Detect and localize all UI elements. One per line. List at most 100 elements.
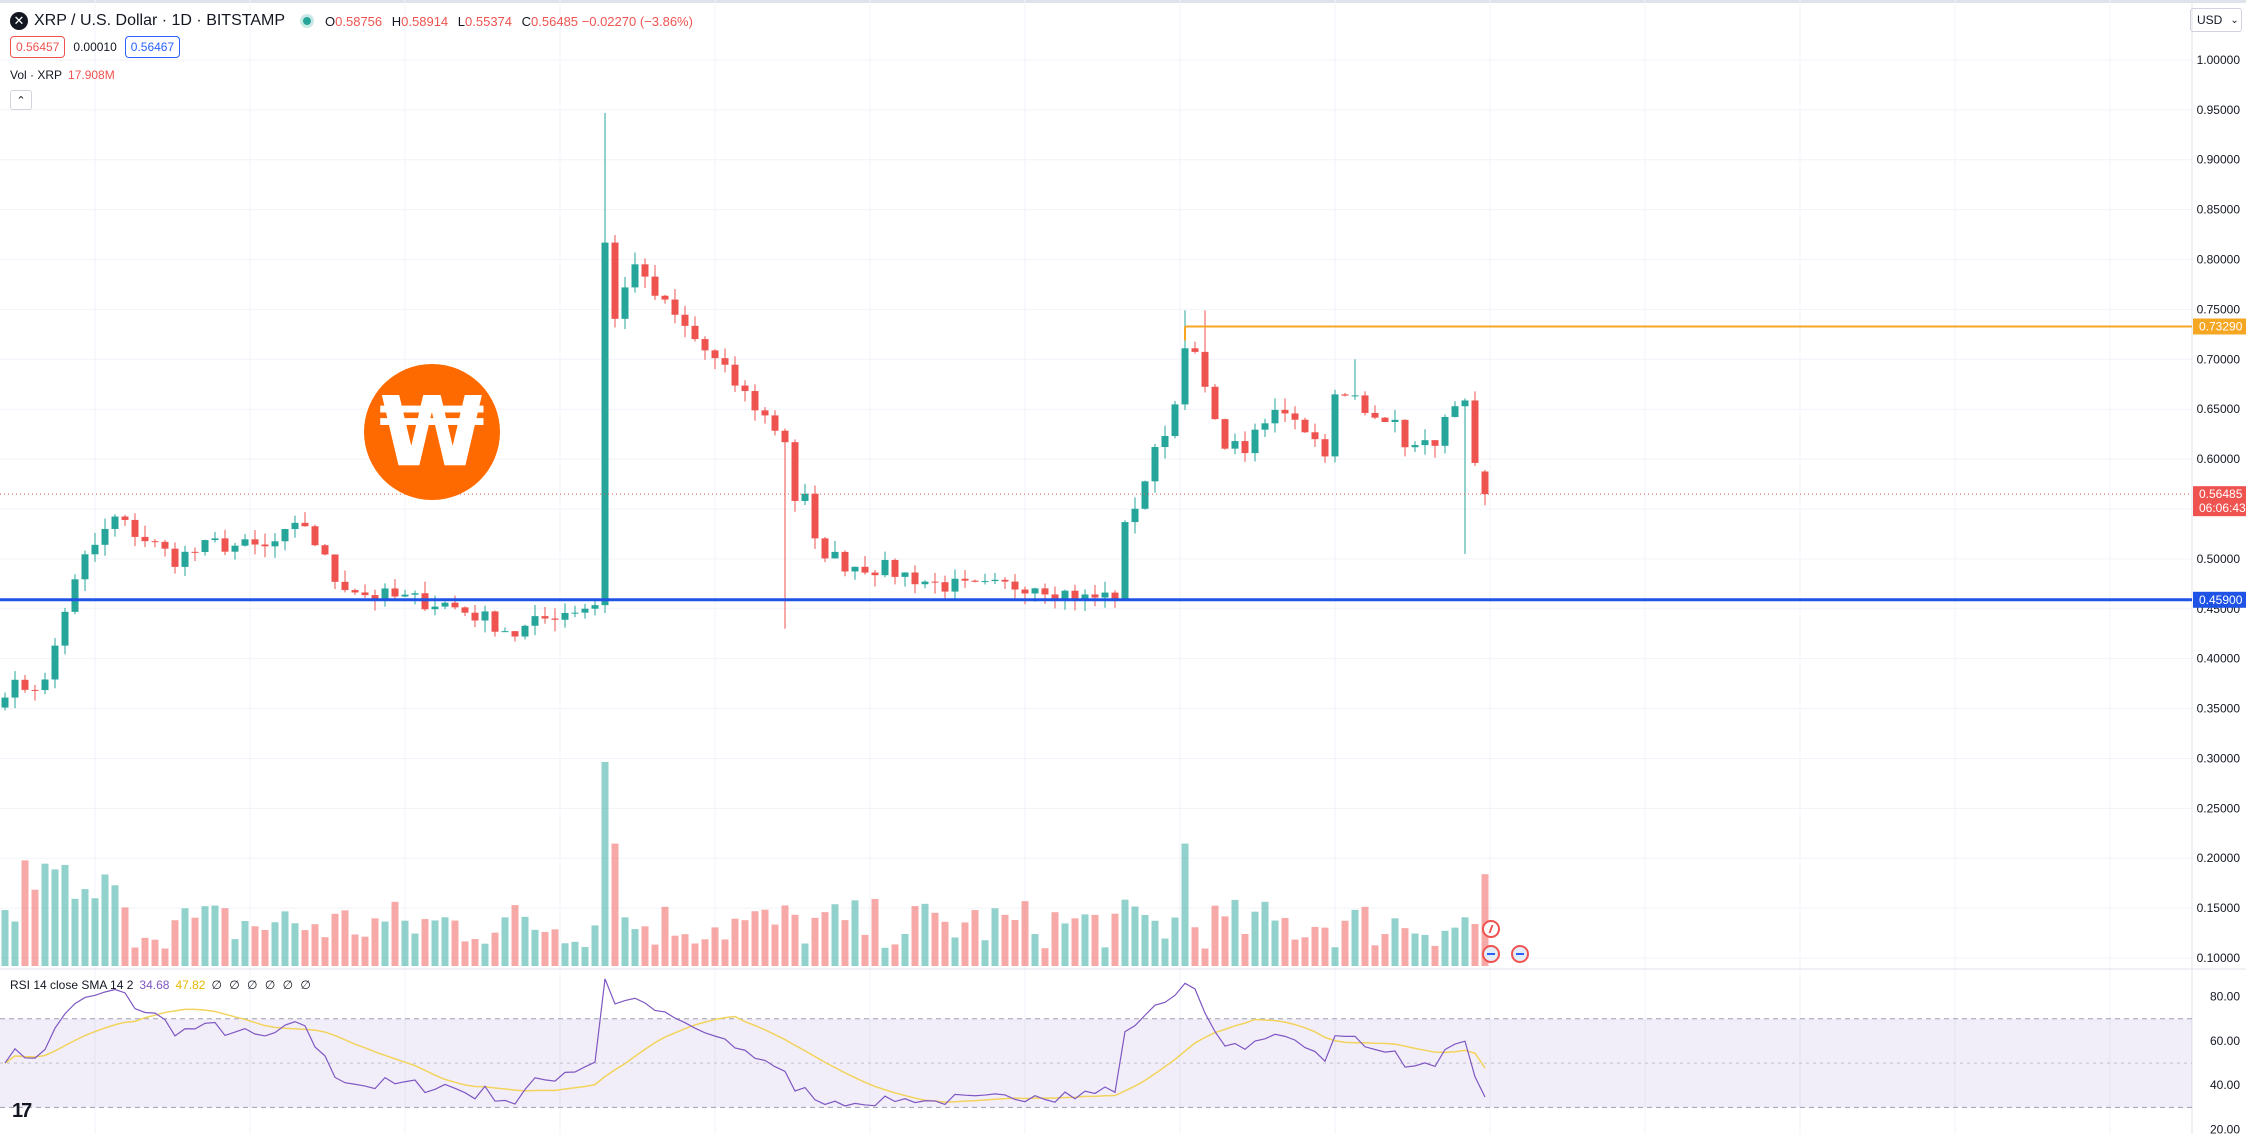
volume-legend: Vol · XRP 17.908M	[10, 68, 115, 82]
volume-bar	[981, 940, 989, 966]
candle-body	[111, 516, 119, 529]
volume-bar	[1471, 923, 1479, 966]
candle-body	[711, 350, 719, 359]
candle-body	[351, 590, 359, 593]
price-tick-label: 0.35000	[2197, 702, 2241, 716]
collapse-legend-button[interactable]: ⌃	[10, 90, 32, 110]
volume-bar	[281, 911, 289, 966]
candle-body	[181, 551, 189, 567]
volume-bar	[931, 912, 939, 966]
candle-body	[1171, 404, 1179, 437]
candle-body	[391, 588, 399, 597]
currency-label: USD	[2197, 13, 2223, 27]
volume-bar	[921, 903, 929, 966]
candle-body	[591, 605, 599, 609]
volume-bar	[1061, 923, 1069, 966]
candle-body	[411, 593, 419, 595]
sell-price-button[interactable]: 0.56457	[10, 36, 66, 58]
volume-bar	[1381, 934, 1389, 966]
volume-bar	[1111, 913, 1119, 966]
candle-body	[141, 536, 149, 542]
price-label-text: 0.73290	[2199, 319, 2243, 333]
close-icon[interactable]: ✕	[10, 12, 28, 30]
candle-body	[201, 540, 209, 552]
volume-bar	[871, 898, 879, 966]
symbol-title[interactable]: XRP / U.S. Dollar · 1D · BITSTAMP	[34, 12, 286, 29]
candle-body	[1481, 471, 1489, 495]
candle-body	[1071, 590, 1079, 601]
candle-body	[1351, 395, 1359, 397]
volume-bar	[581, 946, 589, 966]
close-key: C	[521, 13, 532, 29]
volume-bar	[1201, 948, 1209, 966]
candle-body	[651, 276, 659, 296]
candle-body	[1341, 394, 1349, 396]
low-value: 0.55374	[465, 13, 513, 29]
candle-body	[841, 551, 849, 572]
candle-body	[151, 541, 159, 543]
candle-body	[1301, 419, 1309, 433]
volume-bar	[551, 929, 559, 966]
price-tick-label: 0.60000	[2197, 452, 2241, 466]
candle-body	[601, 242, 609, 606]
candle-body	[981, 581, 989, 583]
volume-bar	[1301, 937, 1309, 966]
tradingview-logo-icon[interactable]: 17	[12, 1100, 32, 1122]
volume-bar	[651, 944, 659, 966]
candle-body	[731, 364, 739, 386]
candle-body	[801, 493, 809, 501]
volume-bar	[261, 929, 269, 966]
rsi-legend: RSI 14 close SMA 14 2 34.68 47.82 ∅ ∅ ∅ ∅ ∅…	[10, 978, 313, 992]
candle-body	[791, 442, 799, 501]
volume-bar	[101, 874, 109, 966]
volume-bar	[1441, 930, 1449, 966]
volume-bar	[1431, 945, 1439, 966]
volume-bar	[801, 943, 809, 966]
volume-bar	[501, 917, 509, 966]
volume-bar	[1121, 899, 1129, 966]
candle-body	[631, 264, 639, 288]
volume-bar	[151, 939, 159, 966]
price-label-text: 0.45900	[2199, 593, 2243, 607]
rsi-extra-values: ∅ ∅ ∅ ∅ ∅ ∅	[211, 978, 313, 992]
volume-bar	[1081, 914, 1089, 966]
volume-bar	[841, 920, 849, 966]
candle-body	[161, 541, 169, 549]
flash-icon[interactable]	[1482, 920, 1500, 938]
candle-body	[91, 544, 99, 555]
rsi-value: 34.68	[139, 978, 170, 992]
candle-body	[881, 559, 889, 576]
spread-value: 0.00010	[73, 40, 117, 54]
price-tick-label: 0.70000	[2197, 352, 2241, 366]
volume-bar	[1371, 945, 1379, 966]
candle-body	[11, 679, 19, 698]
candle-body	[1461, 400, 1469, 407]
candle-body	[1311, 432, 1319, 440]
volume-bar	[161, 948, 169, 966]
volume-bar	[821, 912, 829, 966]
candle-body	[961, 578, 969, 581]
volume-bar	[671, 935, 679, 966]
price-tick-label: 1.00000	[2197, 53, 2241, 67]
price-tick-label: 0.95000	[2197, 103, 2241, 117]
candle-body	[331, 554, 339, 582]
currency-select[interactable]: USD ⌄	[2190, 8, 2242, 32]
candle-body	[821, 538, 829, 559]
volume-bar	[381, 921, 389, 966]
us-flag-icon[interactable]	[1482, 945, 1500, 963]
candle-body	[321, 545, 329, 555]
volume-bar	[61, 864, 69, 966]
volume-bar	[341, 910, 349, 966]
candle-body	[1061, 590, 1069, 599]
candle-body	[261, 544, 269, 547]
candle-body	[481, 611, 489, 621]
volume-bar	[481, 943, 489, 966]
candle-body	[271, 541, 279, 547]
buy-price-button[interactable]: 0.56467	[124, 36, 181, 58]
volume-bar	[731, 918, 739, 966]
volume-bar	[851, 900, 859, 966]
candle-body	[171, 548, 179, 567]
us-flag-icon[interactable]	[1511, 945, 1529, 963]
volume-bar	[1161, 938, 1169, 966]
